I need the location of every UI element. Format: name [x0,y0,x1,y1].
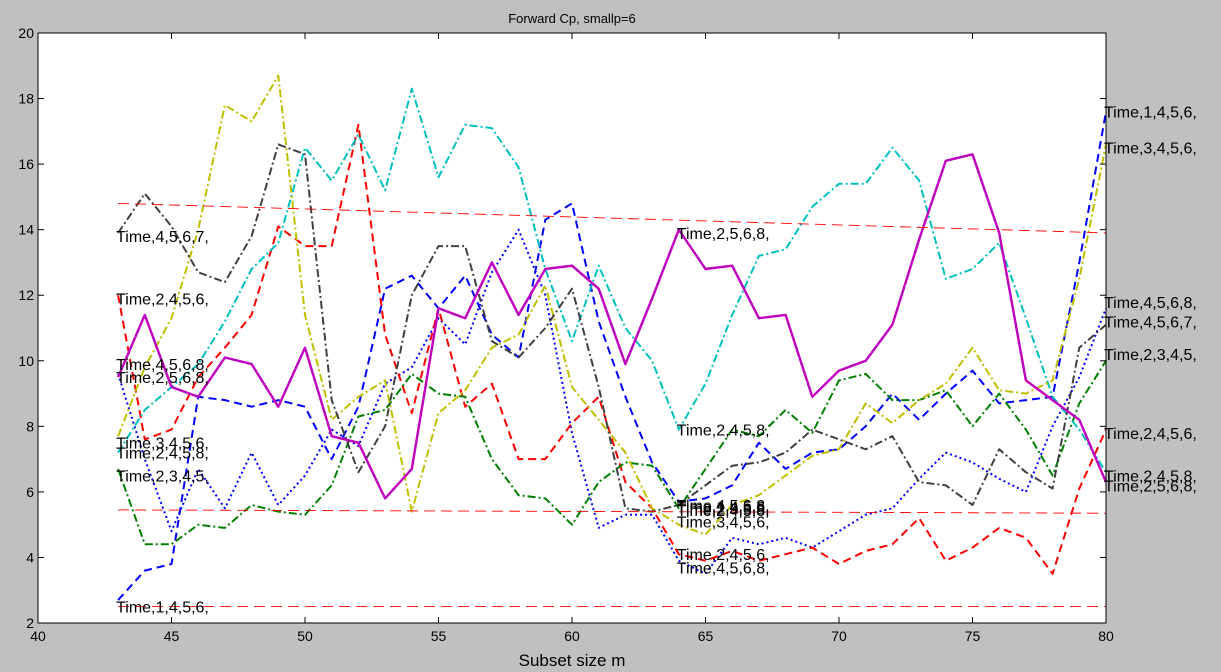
x-axis-label: Subset size m [519,651,626,670]
line-annotation: Time,4,5,6,8, [677,560,770,577]
line-annotation: Time,2,4,5,6, [677,547,770,564]
chart-title: Forward Cp, smallp=6 [508,11,636,26]
line-annotation: Time,4,5,6,8, [1104,295,1197,312]
series-line-10 [118,509,1107,514]
series-line-9 [118,202,1107,234]
y-tick-label: 16 [18,156,34,172]
series-line-6 [117,74,1107,536]
series-line-3 [117,123,1107,575]
line-annotation: Time,1,4,5,6, [1104,105,1197,122]
series-line-1 [117,111,1107,601]
line-annotation: Time,2,3,4,5, [116,469,209,486]
line-annotation: Time,2,4,5,8, [677,503,770,520]
line-annotation: Time,2,5,6,8, [116,370,209,387]
series-line-8 [116,153,1108,500]
plot-area [38,33,1106,623]
line-annotation: Time,2,4,5,6, [116,292,209,309]
line-annotation: Time,4,5,6,7, [116,229,209,246]
x-tick-label: 80 [1098,628,1114,644]
line-annotation: Time,2,4,5,8, [1104,469,1197,486]
line-annotation: Time,1,4,5,6, [116,600,209,617]
line-annotation: Time,3,4,5,6, [677,514,770,531]
x-tick-label: 55 [431,628,447,644]
line-annotation: Time,1,4,5,6, [677,500,770,517]
line-annotation: Time,2,4,5,8, [677,423,770,440]
y-tick-label: 12 [18,287,34,303]
y-tick-label: 20 [18,25,34,41]
series-line-7 [117,143,1107,513]
line-annotation: Time,2,5,6,8, [1104,478,1197,495]
x-tick-label: 40 [30,628,46,644]
x-tick-label: 65 [698,628,714,644]
line-annotation: Time,2,4,5,6, [1104,426,1197,443]
line-annotation: Time,2,4,5,8, [116,446,209,463]
y-tick-label: 10 [18,353,34,369]
y-tick-label: 4 [26,549,34,565]
y-tick-label: 6 [26,484,34,500]
x-tick-label: 75 [965,628,981,644]
x-tick-label: 45 [164,628,180,644]
line-annotation: Time,2,3,4,5, [1104,347,1197,364]
y-tick-label: 18 [18,91,34,107]
series-layer [116,74,1108,608]
y-tick-label: 14 [18,222,34,238]
annotation-layer: Time,4,5,6,7,Time,2,4,5,6,Time,4,5,6,8,T… [116,105,1197,617]
y-tick-label: 2 [26,615,34,631]
line-annotation: Time,4,5,6,8, [116,357,209,374]
line-annotation: Time,3,4,5,6, [116,436,209,453]
x-tick-label: 60 [564,628,580,644]
line-annotation: Time,4,5,6,8, [677,498,770,515]
line-annotation: Time,2,5,6,8, [677,501,770,518]
tick-layer: 40 45 50 55 60 65 70 75 80 2 4 6 8 10 12 14 16 18 20 [18,25,1114,644]
line-annotation: Time,4,5,6,7, [1104,314,1197,331]
line-annotation: Time,2,5,6,8, [677,226,770,243]
x-tick-label: 50 [297,628,313,644]
series-line-2 [117,228,1107,575]
y-tick-label: 8 [26,418,34,434]
series-line-5 [117,87,1107,473]
line-annotation: Time,3,4,5,6, [1104,141,1197,158]
x-tick-label: 70 [831,628,847,644]
